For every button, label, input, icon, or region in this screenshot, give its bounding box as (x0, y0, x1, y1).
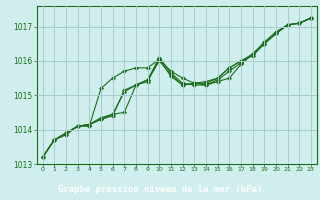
Text: Graphe pression niveau de la mer (hPa): Graphe pression niveau de la mer (hPa) (58, 185, 262, 194)
